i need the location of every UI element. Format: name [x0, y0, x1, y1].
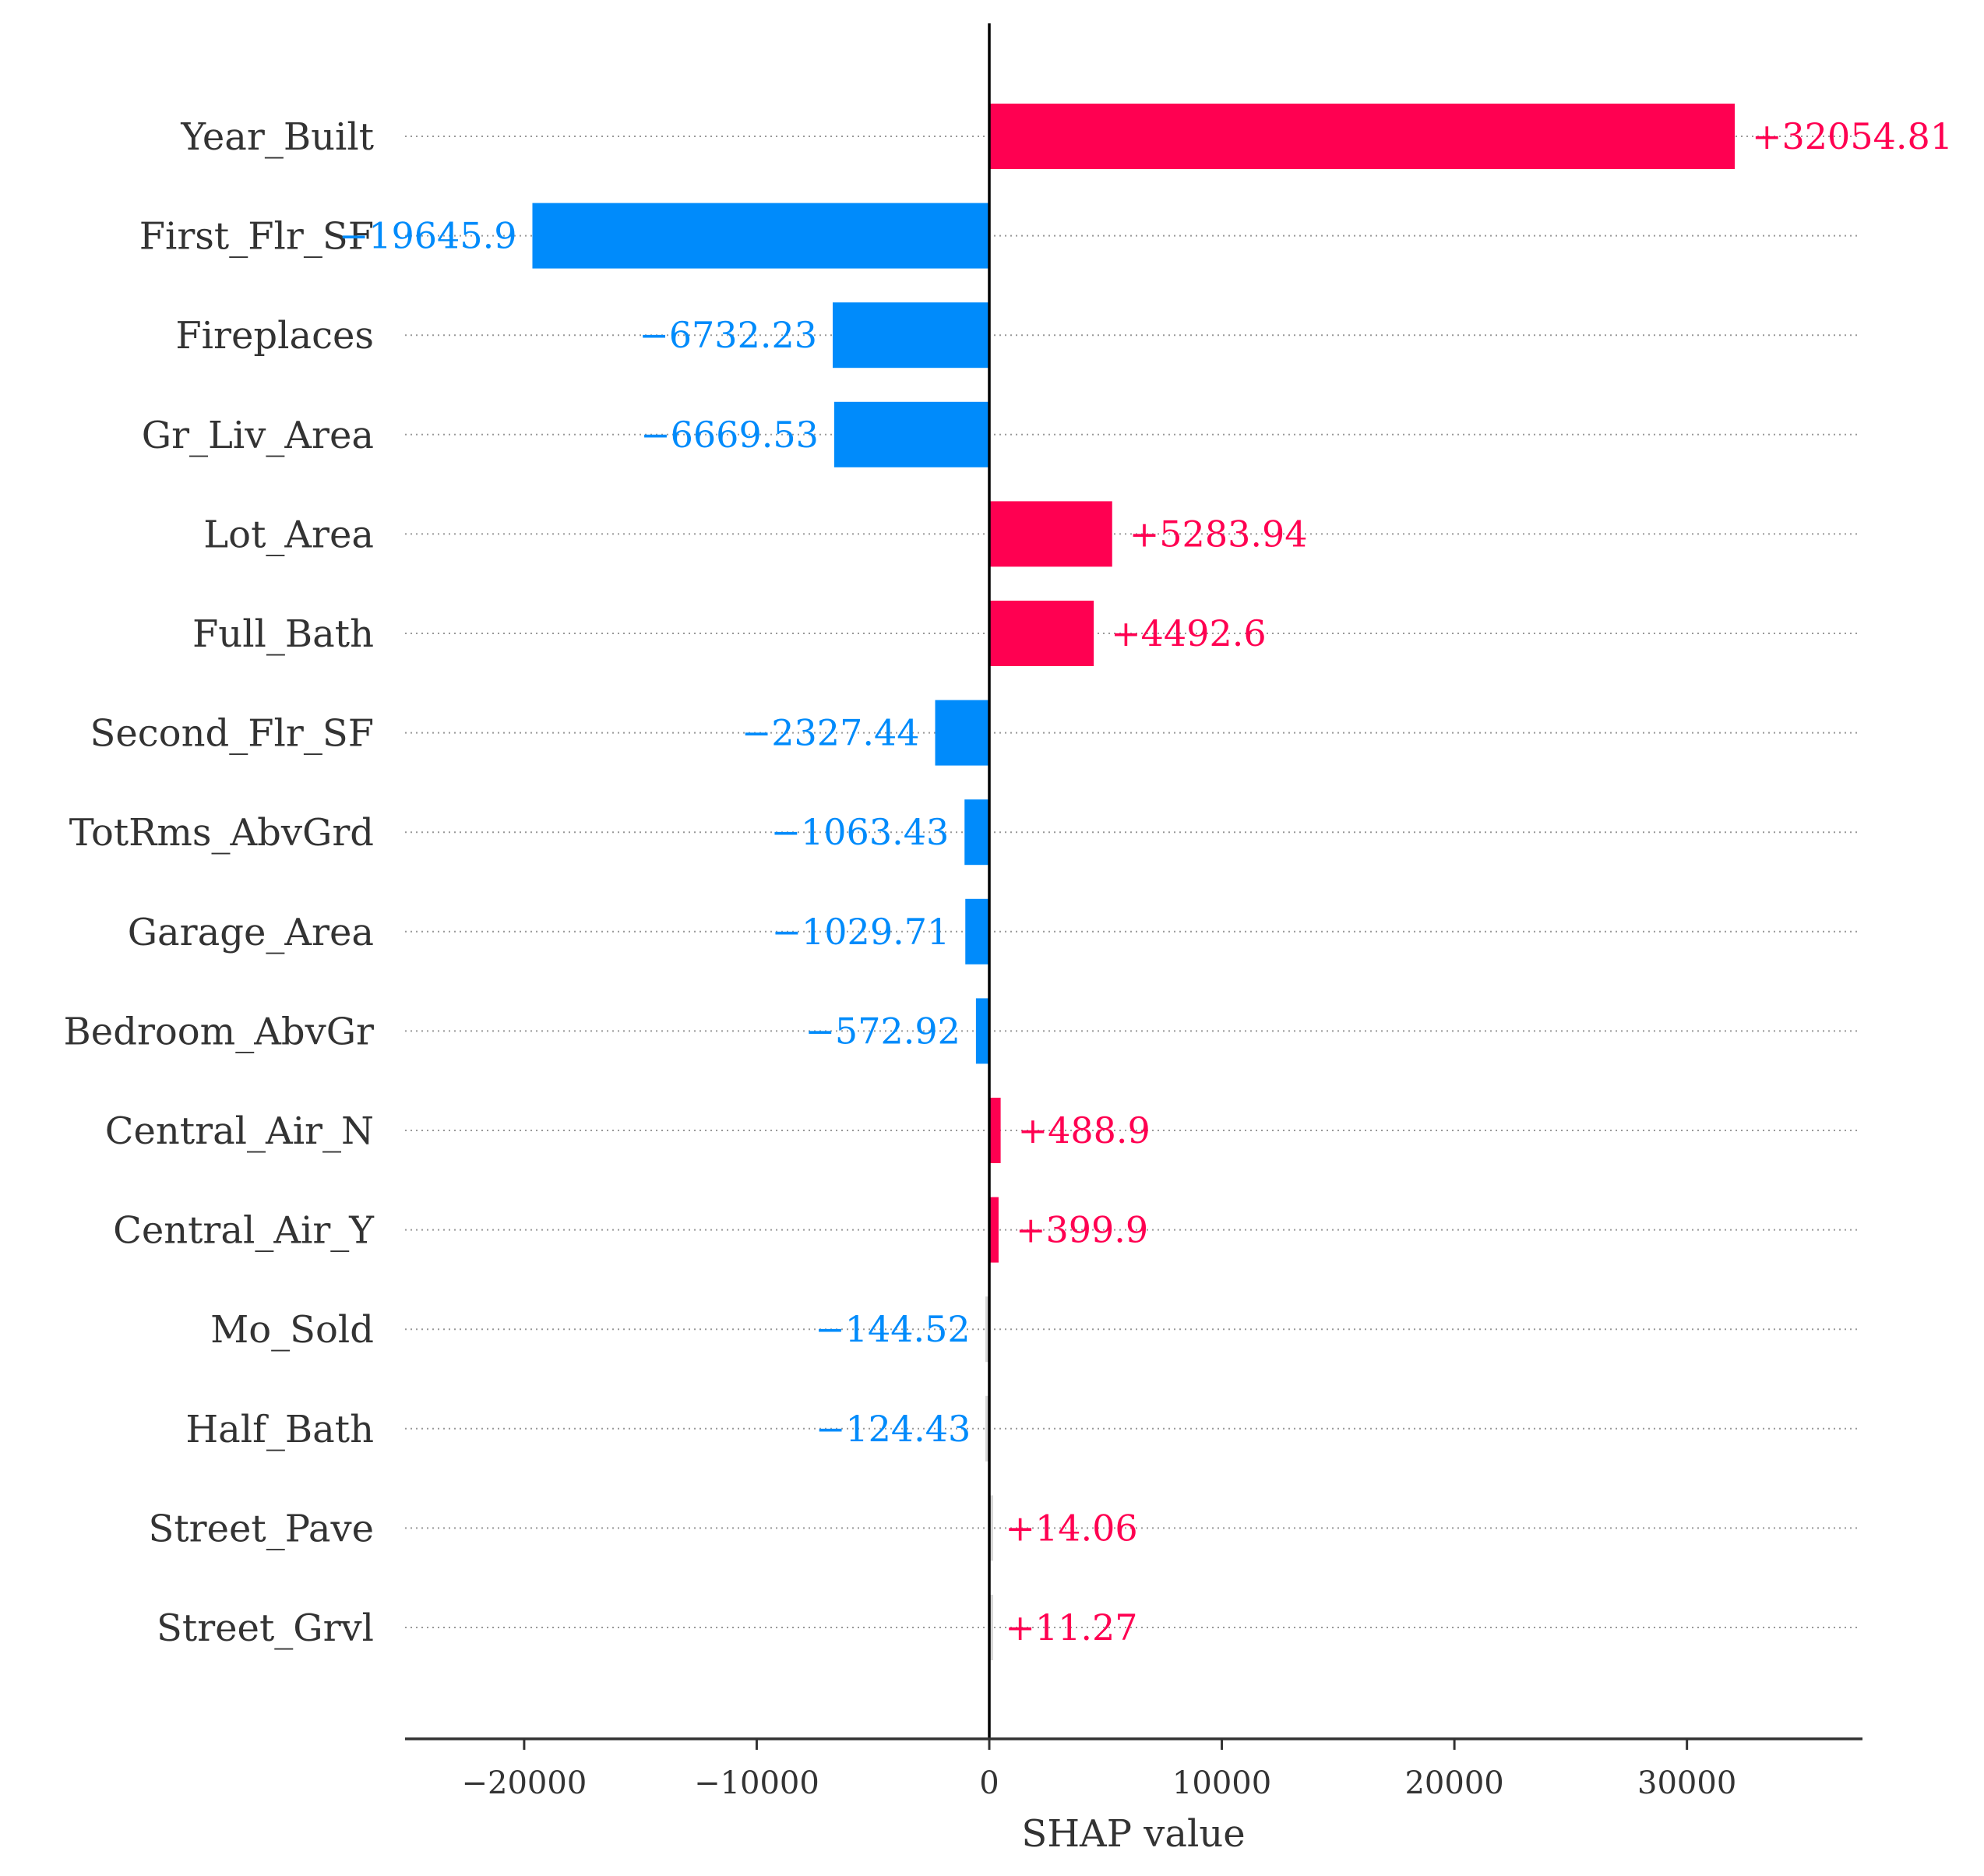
feature-label: Street_Pave [149, 1507, 375, 1550]
x-tick-label: −10000 [694, 1765, 819, 1801]
bar-Half_Bath [985, 1395, 989, 1462]
value-label: −2327.44 [742, 712, 920, 754]
bar-Street_Grvl [989, 1595, 993, 1660]
value-label: +11.27 [1005, 1606, 1137, 1649]
bar-Garage_Area [965, 898, 989, 964]
labels: Year_Built +32054.81 First_Flr_SF−19645.9 F… [64, 115, 1953, 1650]
feature-label: Mo_Sold [210, 1308, 374, 1352]
bar-Bedroom_AbvGr [975, 998, 989, 1064]
x-tick-label: 30000 [1637, 1765, 1736, 1801]
feature-label: First_Flr_SF [139, 215, 374, 259]
value-label: +4492.6 [1111, 612, 1267, 654]
value-label: +488.9 [1018, 1109, 1151, 1151]
x-tick-label: 10000 [1172, 1765, 1271, 1801]
value-label: −1029.71 [771, 911, 950, 953]
feature-label: Central_Air_Y [113, 1209, 375, 1253]
bar-Street_Pave [989, 1495, 993, 1561]
bars [532, 104, 1735, 1660]
feature-label: Second_Flr_SF [90, 712, 375, 756]
feature-label: Half_Bath [185, 1408, 374, 1451]
value-label: −6669.53 [640, 414, 819, 456]
bar-Second_Flr_SF [935, 700, 989, 766]
feature-label: Central_Air_N [105, 1109, 374, 1153]
x-tick-label: 0 [979, 1765, 999, 1801]
feature-label: Fireplaces [175, 314, 374, 358]
x-ticks: −20000 −10000 0 10000 20000 30000 [462, 1739, 1736, 1801]
feature-label: Bedroom_AbvGr [64, 1010, 375, 1053]
bar-Central_Air_Y [989, 1197, 999, 1263]
bar-First_Flr_SF [532, 203, 989, 269]
grid-lines [405, 136, 1858, 1628]
value-label: −124.43 [816, 1408, 971, 1450]
value-label: +5283.94 [1129, 513, 1308, 555]
feature-label: TotRms_AbvGrd [69, 811, 374, 855]
bar-Gr_Liv_Area [833, 401, 989, 467]
value-label: −19645.9 [339, 215, 517, 257]
x-tick-label: 20000 [1404, 1765, 1503, 1801]
x-tick-label: −20000 [462, 1765, 587, 1801]
bar-Mo_Sold [985, 1296, 989, 1363]
value-label: −6732.23 [639, 314, 817, 356]
value-label: −572.92 [805, 1010, 960, 1052]
bar-Lot_Area [989, 501, 1112, 567]
value-label: −1063.43 [770, 811, 949, 853]
bar-Full_Bath [989, 601, 1094, 666]
bar-Year_Built [989, 104, 1735, 169]
feature-label: Gr_Liv_Area [142, 414, 374, 457]
bar-TotRms_AbvGrd [964, 799, 989, 866]
bar-Central_Air_N [989, 1098, 1001, 1163]
x-axis-title: SHAP value [1021, 1812, 1245, 1856]
feature-label: Lot_Area [203, 513, 374, 556]
bar-Fireplaces [833, 302, 989, 368]
feature-label: Garage_Area [128, 911, 374, 954]
feature-label: Year_Built [180, 115, 374, 159]
value-label: +399.9 [1016, 1209, 1148, 1251]
value-label: −144.52 [815, 1308, 971, 1350]
value-label: +32054.81 [1752, 115, 1953, 157]
feature-label: Street_Grvl [157, 1606, 374, 1650]
feature-label: Full_Bath [192, 612, 374, 656]
value-label: +14.06 [1005, 1507, 1137, 1549]
